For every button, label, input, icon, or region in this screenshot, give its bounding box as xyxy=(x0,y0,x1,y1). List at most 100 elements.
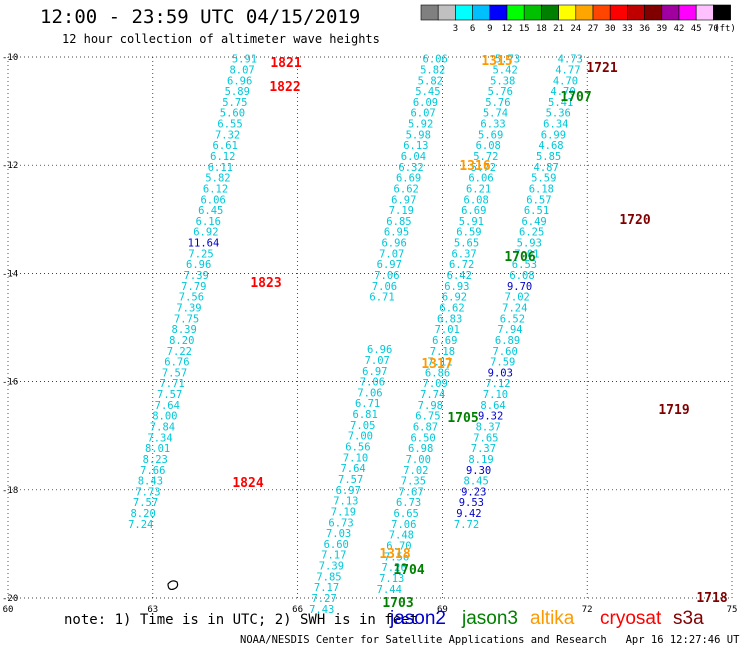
swh-value: 6.62 xyxy=(439,302,464,314)
swh-value: 7.79 xyxy=(181,281,206,293)
swh-value: 6.89 xyxy=(495,335,520,347)
swh-value: 8.64 xyxy=(480,400,505,412)
swh-value: 5.82 xyxy=(205,173,230,185)
swh-value: 6.86 xyxy=(425,367,450,379)
colorbar-tick-label: 42 xyxy=(674,24,685,34)
swh-value: 7.13 xyxy=(379,573,404,585)
swh-value: 6.11 xyxy=(208,162,233,174)
pass-time-label: 1317 xyxy=(421,357,452,372)
swh-value: 7.34 xyxy=(147,432,172,444)
swh-value: 6.92 xyxy=(442,292,467,304)
credit-line: NOAA/NESDIS Center for Satellite Applica… xyxy=(240,634,740,646)
swh-value: 7.17 xyxy=(321,550,346,562)
swh-value: 7.25 xyxy=(188,248,213,260)
swh-value: 7.64 xyxy=(155,400,180,412)
swh-value: 7.09 xyxy=(423,378,448,390)
swh-value: 6.87 xyxy=(413,422,438,434)
swh-value: 4.87 xyxy=(534,162,559,174)
swh-value: 7.66 xyxy=(140,465,165,477)
swh-value: 6.99 xyxy=(541,129,566,141)
x-tick-label: 63 xyxy=(147,605,158,615)
swh-value: 6.97 xyxy=(336,485,361,497)
swh-value: 6.32 xyxy=(398,162,423,174)
swh-value: 7.27 xyxy=(311,593,336,605)
swh-value: 5.82 xyxy=(420,64,445,76)
swh-value: 6.76 xyxy=(164,357,189,369)
y-tick-label: -12 xyxy=(2,161,18,171)
legend-jason3: jason3 xyxy=(462,608,518,629)
pass-time-label: 1824 xyxy=(232,476,263,491)
colorbar-swatch xyxy=(455,4,473,21)
swh-value: 6.70 xyxy=(386,541,411,553)
swh-value: 6.95 xyxy=(384,227,409,239)
swh-value: 7.10 xyxy=(483,389,508,401)
y-tick-label: -14 xyxy=(2,269,18,279)
swh-value: 7.01 xyxy=(435,324,460,336)
swh-value: 6.42 xyxy=(447,270,472,282)
swh-value: 6.96 xyxy=(381,238,406,250)
swh-value: 6.73 xyxy=(396,497,421,509)
y-tick-label: -16 xyxy=(2,378,18,388)
colorbar-tick-label: 12 xyxy=(502,24,513,34)
swh-value: 7.48 xyxy=(389,530,414,542)
swh-value: 6.59 xyxy=(456,227,481,239)
colorbar-tick-label: 15 xyxy=(519,24,530,34)
swh-value: 7.02 xyxy=(505,292,530,304)
swh-value: 6.33 xyxy=(480,119,505,131)
swh-value: 6.81 xyxy=(353,409,378,421)
colorbar-swatch xyxy=(609,4,628,21)
swh-value: 8.45 xyxy=(464,476,489,488)
colorbar-legend: 3 6 9 12 15 18 21 24 27 30 33 36 39 42 45 70(ft) xyxy=(420,4,736,34)
swh-value: 5.74 xyxy=(483,108,508,120)
swh-value: 5.65 xyxy=(454,238,479,250)
x-tick-label: 69 xyxy=(437,605,448,615)
colorbar-tick-label: 21 xyxy=(553,24,564,34)
pass-time-label: 1823 xyxy=(250,276,281,291)
y-tick-label: -10 xyxy=(2,53,18,63)
pass-time-label: 1707 xyxy=(560,90,591,105)
swh-value: 6.08 xyxy=(476,140,501,152)
swh-value: 5.92 xyxy=(408,119,433,131)
swh-value: 7.19 xyxy=(389,205,414,217)
colorbar-swatch xyxy=(592,4,611,21)
swh-value: 6.93 xyxy=(444,281,469,293)
colorbar-tick-label: 9 xyxy=(487,24,492,34)
map-grid xyxy=(7,56,733,599)
swh-value: 6.04 xyxy=(401,151,426,163)
swh-value: 7.13 xyxy=(333,496,358,508)
swh-value: 8.00 xyxy=(152,411,177,423)
swh-value: 5.42 xyxy=(492,64,517,76)
swh-value: 7.07 xyxy=(379,248,404,260)
swh-value: 6.73 xyxy=(328,517,353,529)
colorbar-swatch xyxy=(575,4,594,21)
colorbar-tick-label: 6 xyxy=(470,24,475,34)
swh-value: 6.97 xyxy=(362,366,387,378)
swh-value: 6.21 xyxy=(466,183,491,195)
swh-value: 8.43 xyxy=(138,476,163,488)
swh-value: 7.10 xyxy=(343,452,368,464)
swh-value: 4.70 xyxy=(550,86,575,98)
swh-value: 6.69 xyxy=(432,335,457,347)
colorbar-swatch xyxy=(644,4,663,21)
swh-value: 6.65 xyxy=(394,508,419,520)
swh-value: 6.25 xyxy=(519,227,544,239)
swh-value: 7.71 xyxy=(159,378,184,390)
swh-value: 6.96 xyxy=(227,75,252,87)
x-tick-label: 60 xyxy=(3,605,14,615)
pass-time-label: 1706 xyxy=(504,250,535,265)
swh-value: 4.70 xyxy=(553,75,578,87)
swh-value: 8.07 xyxy=(229,64,254,76)
pass-time-label: 1318 xyxy=(379,547,410,562)
swh-value: 6.55 xyxy=(217,119,242,131)
swh-value: 7.64 xyxy=(340,463,365,475)
swh-value: 6.60 xyxy=(324,539,349,551)
swh-value: 7.60 xyxy=(492,346,517,358)
legend-cryosat: cryosat xyxy=(600,608,662,629)
swh-value: 7.06 xyxy=(357,387,382,399)
swh-value: 7.39 xyxy=(319,561,344,573)
swh-value: 6.06 xyxy=(423,54,448,66)
swh-value: 7.37 xyxy=(471,443,496,455)
swh-value: 7.02 xyxy=(403,465,428,477)
swh-value: 7.73 xyxy=(135,486,160,498)
swh-value: 7.65 xyxy=(473,432,498,444)
